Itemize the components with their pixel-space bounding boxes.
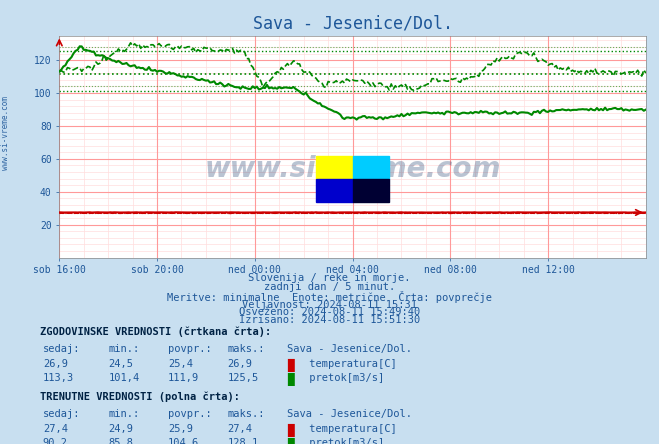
Bar [316, 178, 353, 202]
Text: temperatura[C]: temperatura[C] [303, 424, 397, 434]
Text: sedaj:: sedaj: [43, 344, 80, 354]
Text: Veljavnost: 2024-08-11 15:31: Veljavnost: 2024-08-11 15:31 [242, 300, 417, 310]
Text: 26,9: 26,9 [43, 359, 68, 369]
Text: █: █ [287, 424, 293, 436]
Text: TRENUTNE VREDNOSTI (polna črta):: TRENUTNE VREDNOSTI (polna črta): [40, 391, 239, 402]
Bar [316, 155, 353, 178]
Text: Sava - Jesenice/Dol.: Sava - Jesenice/Dol. [287, 409, 412, 419]
Text: 90,2: 90,2 [43, 438, 68, 444]
Text: www.si-vreme.com: www.si-vreme.com [1, 96, 10, 170]
Text: 27,4: 27,4 [43, 424, 68, 434]
Text: min.:: min.: [109, 409, 140, 419]
Text: maks.:: maks.: [227, 344, 265, 354]
Text: maks.:: maks.: [227, 409, 265, 419]
Text: 85,8: 85,8 [109, 438, 134, 444]
Text: █: █ [287, 373, 293, 386]
Text: 101,4: 101,4 [109, 373, 140, 384]
Text: 104,6: 104,6 [168, 438, 199, 444]
Text: Sava - Jesenice/Dol.: Sava - Jesenice/Dol. [287, 344, 412, 354]
Text: ZGODOVINSKE VREDNOSTI (črtkana črta):: ZGODOVINSKE VREDNOSTI (črtkana črta): [40, 326, 271, 337]
Text: 125,5: 125,5 [227, 373, 258, 384]
Text: █: █ [287, 438, 293, 444]
Text: 27,4: 27,4 [227, 424, 252, 434]
Text: 24,5: 24,5 [109, 359, 134, 369]
Text: zadnji dan / 5 minut.: zadnji dan / 5 minut. [264, 282, 395, 292]
Text: pretok[m3/s]: pretok[m3/s] [303, 373, 384, 384]
Text: 25,9: 25,9 [168, 424, 193, 434]
Text: 25,4: 25,4 [168, 359, 193, 369]
Text: sedaj:: sedaj: [43, 409, 80, 419]
Text: █: █ [287, 359, 293, 372]
Text: Meritve: minimalne  Enote: metrične  Črta: povprečje: Meritve: minimalne Enote: metrične Črta:… [167, 291, 492, 303]
Text: 24,9: 24,9 [109, 424, 134, 434]
Bar [353, 178, 389, 202]
Text: min.:: min.: [109, 344, 140, 354]
Text: 111,9: 111,9 [168, 373, 199, 384]
Text: Osveženo: 2024-08-11 15:49:40: Osveženo: 2024-08-11 15:49:40 [239, 307, 420, 317]
Text: Slovenija / reke in morje.: Slovenija / reke in morje. [248, 273, 411, 283]
Text: temperatura[C]: temperatura[C] [303, 359, 397, 369]
Title: Sava - Jesenice/Dol.: Sava - Jesenice/Dol. [252, 15, 453, 32]
Text: Izrisano: 2024-08-11 15:51:30: Izrisano: 2024-08-11 15:51:30 [239, 315, 420, 325]
Text: www.si-vreme.com: www.si-vreme.com [204, 155, 501, 183]
Text: pretok[m3/s]: pretok[m3/s] [303, 438, 384, 444]
Text: 128,1: 128,1 [227, 438, 258, 444]
Text: 26,9: 26,9 [227, 359, 252, 369]
Text: 113,3: 113,3 [43, 373, 74, 384]
Text: povpr.:: povpr.: [168, 409, 212, 419]
Text: povpr.:: povpr.: [168, 344, 212, 354]
Bar [353, 155, 389, 178]
